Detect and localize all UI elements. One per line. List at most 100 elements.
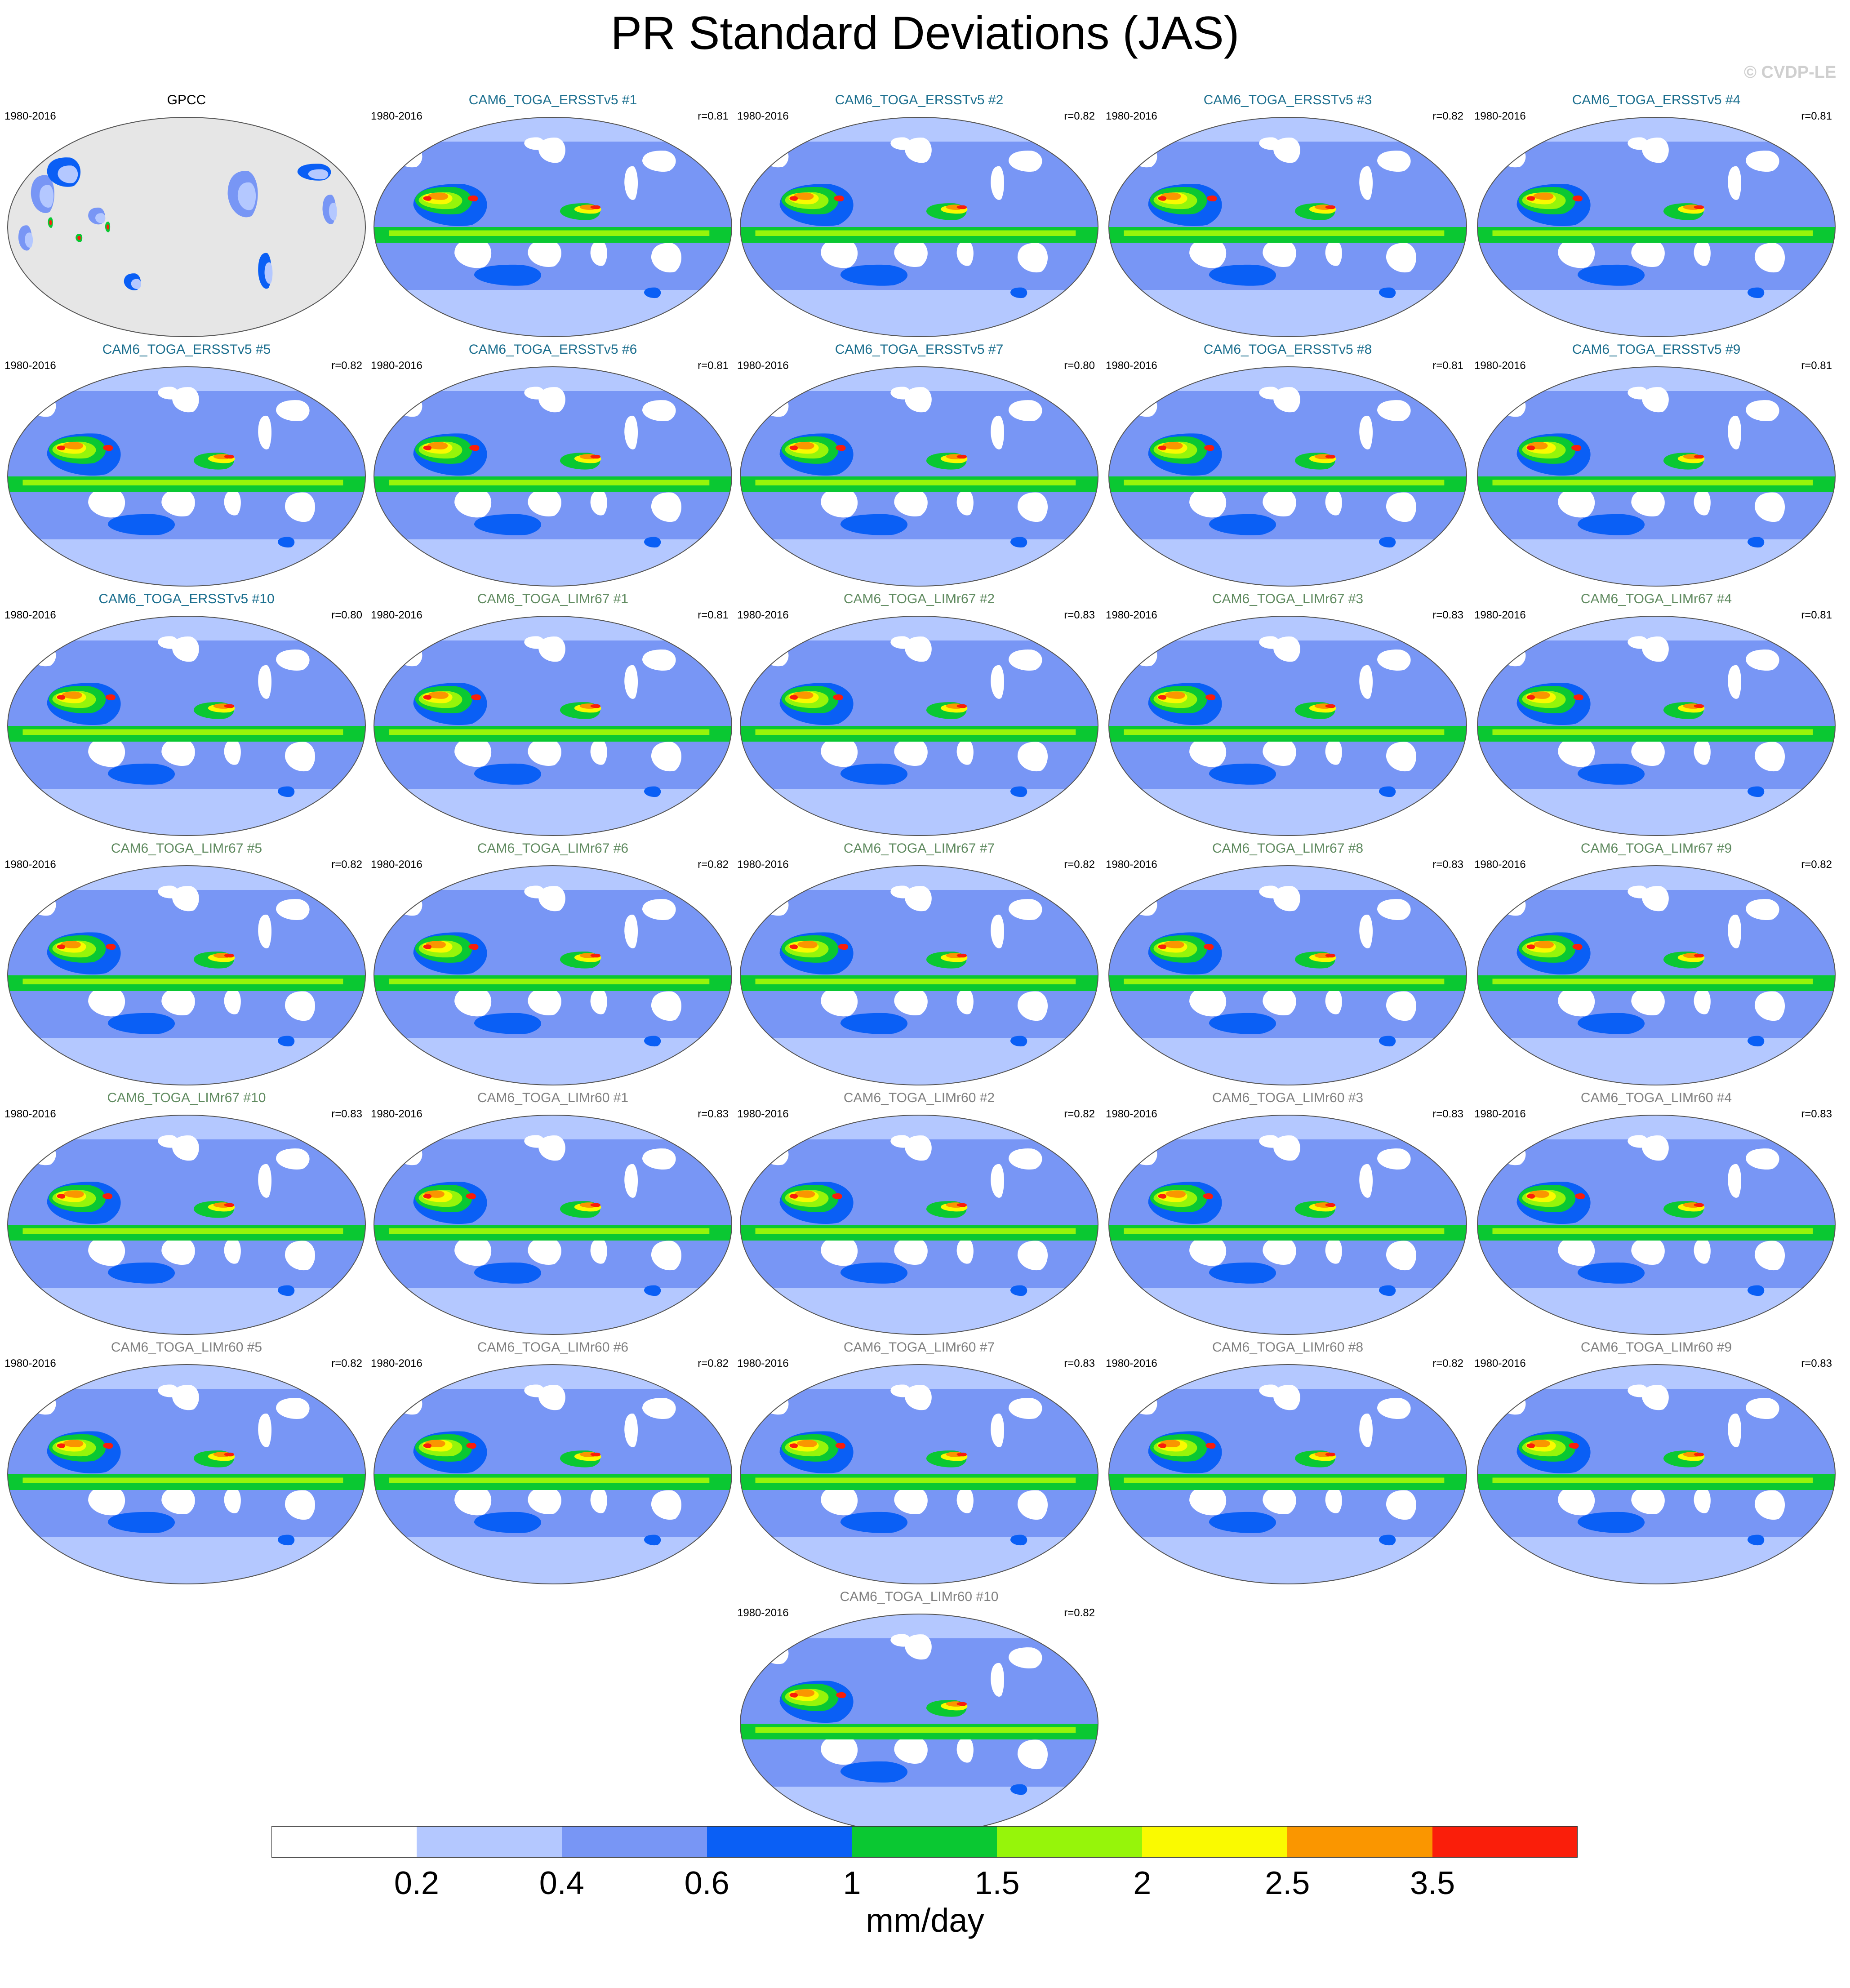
colorbar-tick-label: 0.2 <box>394 1865 439 1901</box>
colorbar-tick-label: 2.5 <box>1265 1865 1310 1901</box>
panel-correlation: r=0.83 <box>1432 858 1463 871</box>
map-panel: CAM6_TOGA_LIMr60 #8 1980-2016 r=0.82 <box>1106 1339 1470 1587</box>
panel-correlation: r=0.82 <box>698 858 729 871</box>
panel-correlation: r=0.82 <box>331 858 362 871</box>
panel-correlation: r=0.82 <box>1064 1108 1095 1120</box>
model-precip-map <box>740 366 1098 587</box>
panel-title: CAM6_TOGA_ERSSTv5 #9 <box>1572 342 1741 357</box>
panel-years: 1980-2016 <box>737 609 789 621</box>
panel-title: CAM6_TOGA_LIMr67 #2 <box>843 592 995 606</box>
panel-title: CAM6_TOGA_LIMr60 #2 <box>843 1090 995 1105</box>
model-precip-map <box>374 366 732 587</box>
model-precip-map <box>7 865 366 1085</box>
panel-years: 1980-2016 <box>1474 1357 1526 1370</box>
panel-title: CAM6_TOGA_ERSSTv5 #1 <box>468 93 637 107</box>
panel-years: 1980-2016 <box>4 110 56 122</box>
map-panel: GPCC 1980-2016 <box>4 92 369 339</box>
panel-title: CAM6_TOGA_ERSSTv5 #8 <box>1203 342 1372 357</box>
model-precip-map <box>7 616 366 836</box>
panel-years: 1980-2016 <box>1474 1108 1526 1120</box>
map-panel: CAM6_TOGA_LIMr60 #7 1980-2016 r=0.83 <box>737 1339 1101 1587</box>
map-panel: CAM6_TOGA_LIMr60 #9 1980-2016 r=0.83 <box>1474 1339 1838 1587</box>
map-panel: CAM6_TOGA_ERSSTv5 #9 1980-2016 r=0.81 <box>1474 342 1838 589</box>
panel-title: CAM6_TOGA_LIMr67 #6 <box>477 841 629 856</box>
panel-title: CAM6_TOGA_LIMr60 #1 <box>477 1090 629 1105</box>
map-panel: CAM6_TOGA_LIMr67 #7 1980-2016 r=0.82 <box>737 841 1101 1088</box>
panel-correlation: r=0.83 <box>1801 1108 1832 1120</box>
map-panel: CAM6_TOGA_LIMr60 #1 1980-2016 r=0.83 <box>371 1090 735 1337</box>
panel-correlation: r=0.81 <box>698 360 729 372</box>
panel-years: 1980-2016 <box>1474 110 1526 122</box>
map-panel: CAM6_TOGA_LIMr67 #10 1980-2016 r=0.83 <box>4 1090 369 1337</box>
panel-years: 1980-2016 <box>4 360 56 372</box>
panel-years: 1980-2016 <box>737 1357 789 1370</box>
panel-years: 1980-2016 <box>4 609 56 621</box>
model-precip-map <box>374 117 732 337</box>
model-precip-map <box>740 117 1098 337</box>
panel-years: 1980-2016 <box>1106 360 1157 372</box>
map-panel: CAM6_TOGA_ERSSTv5 #8 1980-2016 r=0.81 <box>1106 342 1470 589</box>
colorbar-tick-label: 3.5 <box>1410 1865 1455 1901</box>
colorbar-swatch <box>1142 1826 1288 1858</box>
panel-correlation: r=0.83 <box>1801 1357 1832 1370</box>
panel-years: 1980-2016 <box>1474 858 1526 871</box>
panel-title: CAM6_TOGA_LIMr67 #5 <box>111 841 262 856</box>
model-precip-map <box>1108 1115 1467 1335</box>
model-precip-map <box>374 1364 732 1584</box>
map-panel: CAM6_TOGA_ERSSTv5 #4 1980-2016 r=0.81 <box>1474 92 1838 339</box>
panel-years: 1980-2016 <box>371 360 422 372</box>
observed-precip-map <box>7 117 366 337</box>
model-precip-map <box>1477 117 1836 337</box>
model-precip-map <box>7 1115 366 1335</box>
panel-years: 1980-2016 <box>737 1607 789 1619</box>
panel-correlation: r=0.81 <box>698 609 729 621</box>
colorbar-tick-label: 2 <box>1133 1865 1152 1901</box>
panel-years: 1980-2016 <box>737 858 789 871</box>
panel-years: 1980-2016 <box>1474 360 1526 372</box>
model-precip-map <box>1108 117 1467 337</box>
panel-correlation: r=0.82 <box>1801 858 1832 871</box>
panel-title: CAM6_TOGA_LIMr60 #5 <box>111 1340 262 1355</box>
panel-correlation: r=0.81 <box>1801 360 1832 372</box>
panel-correlation: r=0.80 <box>331 609 362 621</box>
model-precip-map <box>740 616 1098 836</box>
panel-years: 1980-2016 <box>371 1108 422 1120</box>
model-precip-map <box>1108 865 1467 1085</box>
watermark: © CVDP-LE <box>1744 63 1837 82</box>
colorbar-swatch <box>416 1826 562 1858</box>
model-precip-map <box>7 1364 366 1584</box>
map-panel: CAM6_TOGA_LIMr67 #5 1980-2016 r=0.82 <box>4 841 369 1088</box>
panel-years: 1980-2016 <box>4 858 56 871</box>
colorbar-swatch <box>271 1826 417 1858</box>
panel-years: 1980-2016 <box>371 858 422 871</box>
map-panel: CAM6_TOGA_LIMr60 #4 1980-2016 r=0.83 <box>1474 1090 1838 1337</box>
model-precip-map <box>1108 366 1467 587</box>
map-panel: CAM6_TOGA_LIMr67 #6 1980-2016 r=0.82 <box>371 841 735 1088</box>
panel-years: 1980-2016 <box>4 1357 56 1370</box>
colorbar-tick-label: 0.6 <box>684 1865 729 1901</box>
model-precip-map <box>374 865 732 1085</box>
panel-correlation: r=0.83 <box>331 1108 362 1120</box>
panel-years: 1980-2016 <box>737 360 789 372</box>
panel-title: GPCC <box>167 93 206 107</box>
map-panel: CAM6_TOGA_ERSSTv5 #3 1980-2016 r=0.82 <box>1106 92 1470 339</box>
panel-title: CAM6_TOGA_LIMr60 #9 <box>1580 1340 1732 1355</box>
panel-correlation: r=0.81 <box>1801 110 1832 122</box>
panel-correlation: r=0.83 <box>1432 1108 1463 1120</box>
panel-correlation: r=0.82 <box>1432 110 1463 122</box>
model-precip-map <box>1477 616 1836 836</box>
map-panel: CAM6_TOGA_LIMr60 #2 1980-2016 r=0.82 <box>737 1090 1101 1337</box>
panel-title: CAM6_TOGA_LIMr60 #3 <box>1212 1090 1364 1105</box>
panel-correlation: r=0.83 <box>1064 609 1095 621</box>
colorbar-swatch <box>1432 1826 1578 1858</box>
panel-title: CAM6_TOGA_ERSSTv5 #4 <box>1572 93 1741 107</box>
map-panel: CAM6_TOGA_LIMr60 #5 1980-2016 r=0.82 <box>4 1339 369 1587</box>
panel-title: CAM6_TOGA_LIMr60 #6 <box>477 1340 629 1355</box>
model-precip-map <box>7 366 366 587</box>
panel-correlation: r=0.82 <box>1064 110 1095 122</box>
map-panel: CAM6_TOGA_LIMr60 #10 1980-2016 r=0.82 <box>737 1589 1101 1836</box>
map-panel: CAM6_TOGA_ERSSTv5 #6 1980-2016 r=0.81 <box>371 342 735 589</box>
panel-years: 1980-2016 <box>1106 110 1157 122</box>
colorbar-swatch <box>1287 1826 1433 1858</box>
panel-title: CAM6_TOGA_LIMr60 #7 <box>843 1340 995 1355</box>
